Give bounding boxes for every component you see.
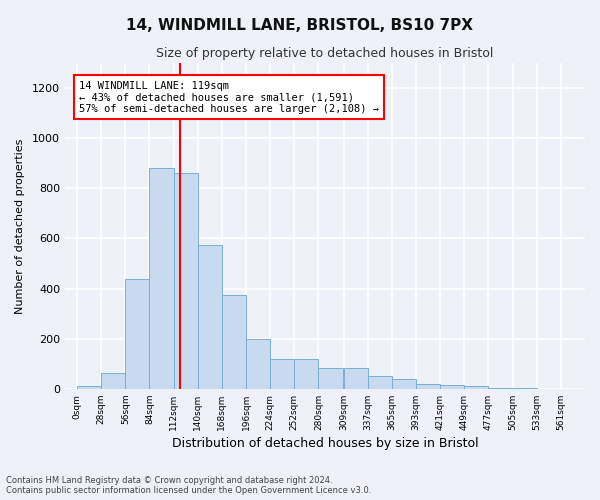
Bar xyxy=(319,368,343,389)
Bar xyxy=(368,376,392,389)
Bar xyxy=(440,385,464,389)
Bar xyxy=(198,244,222,389)
Bar xyxy=(173,174,198,389)
Title: Size of property relative to detached houses in Bristol: Size of property relative to detached ho… xyxy=(156,48,494,60)
Bar xyxy=(464,386,488,389)
Bar xyxy=(101,372,125,389)
Bar xyxy=(125,278,149,389)
Text: Contains HM Land Registry data © Crown copyright and database right 2024.
Contai: Contains HM Land Registry data © Crown c… xyxy=(6,476,371,495)
Text: 14, WINDMILL LANE, BRISTOL, BS10 7PX: 14, WINDMILL LANE, BRISTOL, BS10 7PX xyxy=(127,18,473,32)
Text: 14 WINDMILL LANE: 119sqm
← 43% of detached houses are smaller (1,591)
57% of sem: 14 WINDMILL LANE: 119sqm ← 43% of detach… xyxy=(79,80,379,114)
Bar xyxy=(416,384,440,389)
Bar xyxy=(77,386,101,389)
Bar xyxy=(270,358,295,389)
Bar xyxy=(295,358,319,389)
Bar xyxy=(246,338,270,389)
X-axis label: Distribution of detached houses by size in Bristol: Distribution of detached houses by size … xyxy=(172,437,478,450)
Bar xyxy=(488,388,512,389)
Bar xyxy=(392,379,416,389)
Bar xyxy=(149,168,173,389)
Y-axis label: Number of detached properties: Number of detached properties xyxy=(15,138,25,314)
Bar xyxy=(222,295,246,389)
Bar xyxy=(512,388,537,389)
Bar xyxy=(344,368,368,389)
